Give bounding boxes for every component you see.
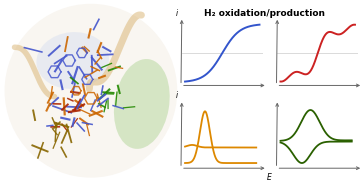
Text: i: i — [176, 91, 178, 100]
Text: E: E — [267, 173, 272, 182]
Ellipse shape — [5, 4, 177, 178]
Text: i: i — [176, 9, 178, 18]
Ellipse shape — [114, 59, 170, 149]
Text: H₂ oxidation/production: H₂ oxidation/production — [204, 9, 325, 18]
Ellipse shape — [36, 32, 109, 89]
